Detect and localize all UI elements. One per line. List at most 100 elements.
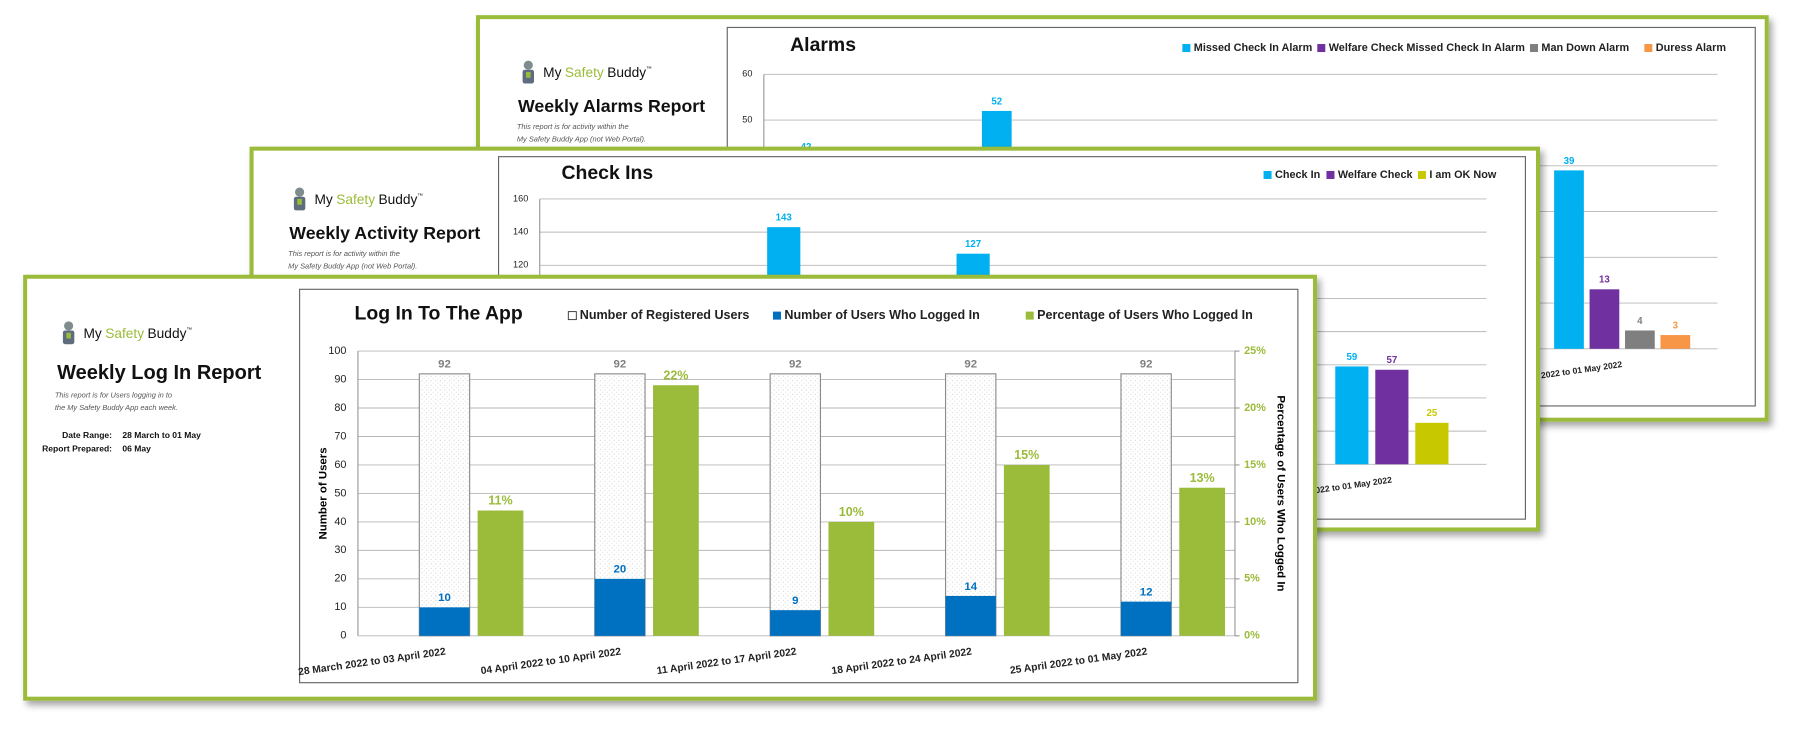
report-card: My Safety Buddy™ Weekly Log In Report This r… bbox=[23, 274, 1318, 701]
bar bbox=[418, 373, 471, 637]
brand-word: My bbox=[314, 192, 332, 207]
bar bbox=[1375, 369, 1409, 465]
y-tick-label: 70 bbox=[334, 430, 346, 442]
legend-label: Missed Check In Alarm bbox=[1194, 42, 1312, 54]
value-label: 52 bbox=[991, 96, 1002, 107]
bar bbox=[828, 521, 875, 636]
value-label: 25 bbox=[1426, 408, 1437, 419]
report-title: Weekly Activity Report bbox=[289, 223, 480, 243]
value-label: 92 bbox=[1140, 359, 1153, 371]
bar bbox=[769, 373, 822, 637]
value-label: 92 bbox=[438, 359, 451, 371]
y2-tick-label: 5% bbox=[1244, 573, 1260, 585]
bar bbox=[1335, 366, 1369, 465]
logo-head bbox=[295, 187, 305, 197]
value-label: 15% bbox=[1014, 448, 1039, 462]
logo-badge bbox=[297, 198, 302, 205]
report-note: the My Safety Buddy App each week. bbox=[55, 403, 178, 412]
y-tick-label: 20 bbox=[334, 573, 346, 585]
value-label: 13 bbox=[1599, 275, 1610, 286]
bar bbox=[1120, 601, 1172, 636]
bar bbox=[477, 510, 524, 636]
value-label: 59 bbox=[1346, 352, 1357, 363]
brand-word: Safety bbox=[105, 326, 144, 341]
y-tick-label: 50 bbox=[334, 487, 346, 499]
detail-value: 28 March to 01 May bbox=[122, 430, 201, 440]
brand-word: Buddy bbox=[607, 65, 646, 80]
bar bbox=[945, 595, 996, 636]
legend-swatch bbox=[1263, 170, 1272, 179]
legend-swatch bbox=[1417, 170, 1426, 179]
chart-title: Log In To The App bbox=[354, 303, 522, 325]
chart-title: Alarms bbox=[790, 34, 856, 56]
logo-head bbox=[64, 321, 74, 331]
legend-label: Duress Alarm bbox=[1656, 42, 1726, 54]
legend-swatch bbox=[773, 311, 782, 320]
brand-word: Buddy bbox=[379, 192, 418, 207]
legend-label: Welfare Check bbox=[1338, 169, 1414, 181]
report-note: My Safety Buddy App (not Web Portal). bbox=[288, 261, 417, 270]
legend-label: Number of Users Who Logged In bbox=[784, 308, 979, 322]
y-tick-label: 90 bbox=[334, 373, 346, 385]
chart-title: Check Ins bbox=[561, 162, 653, 184]
value-label: 92 bbox=[964, 359, 977, 371]
y-tick-label: 80 bbox=[334, 402, 346, 414]
report-note: My Safety Buddy App (not Web Portal). bbox=[517, 134, 646, 143]
legend-swatch bbox=[1317, 44, 1326, 53]
brand-word: My bbox=[83, 326, 101, 341]
bar bbox=[944, 373, 997, 637]
report-note: This report is for Users logging in to bbox=[55, 391, 172, 400]
y2-tick-label: 20% bbox=[1244, 402, 1266, 414]
value-label: 127 bbox=[965, 239, 981, 250]
logo-badge bbox=[526, 72, 531, 78]
value-label: 14 bbox=[964, 581, 977, 593]
brand-word: Safety bbox=[565, 65, 604, 80]
brand-word: My bbox=[543, 65, 561, 80]
report-title: Weekly Alarms Report bbox=[518, 96, 705, 116]
bar bbox=[1415, 422, 1449, 465]
value-label: 12 bbox=[1140, 586, 1153, 598]
brand: My Safety Buddy™ bbox=[543, 65, 652, 80]
legend-swatch bbox=[1326, 170, 1335, 179]
value-label: 4 bbox=[1637, 316, 1643, 327]
value-label: 20 bbox=[614, 564, 627, 576]
bar bbox=[1554, 170, 1584, 349]
y2-tick-label: 0% bbox=[1244, 630, 1260, 642]
value-label: 9 bbox=[792, 595, 798, 607]
legend-label: I am OK Now bbox=[1429, 169, 1497, 181]
value-label: 39 bbox=[1564, 156, 1575, 167]
y-tick-label: 140 bbox=[513, 227, 528, 237]
bar bbox=[1120, 373, 1172, 637]
value-label: 92 bbox=[789, 359, 802, 371]
brand-word: ™ bbox=[646, 66, 652, 72]
y-tick-label: 60 bbox=[334, 459, 346, 471]
bar bbox=[1660, 335, 1691, 349]
value-label: 143 bbox=[776, 213, 793, 224]
brand-word: Safety bbox=[336, 192, 375, 207]
y2-tick-label: 25% bbox=[1244, 345, 1266, 357]
legend-swatch bbox=[567, 311, 577, 321]
bar bbox=[1625, 330, 1655, 349]
legend-label: Number of Registered Users bbox=[580, 308, 750, 322]
report-note: This report is for activity within the bbox=[517, 122, 629, 131]
legend-label: Check In bbox=[1275, 169, 1320, 181]
y-tick-label: 60 bbox=[742, 69, 752, 79]
brand: My Safety Buddy™ bbox=[314, 192, 423, 207]
legend-label: Percentage of Users Who Logged In bbox=[1037, 308, 1253, 322]
legend-label: Welfare Check Missed Check In Alarm bbox=[1329, 42, 1525, 54]
y-axis-title: Number of Users bbox=[318, 447, 330, 539]
bar bbox=[419, 607, 470, 636]
value-label: 10 bbox=[438, 592, 451, 604]
y-tick-label: 0 bbox=[340, 630, 346, 642]
value-label: 3 bbox=[1673, 320, 1679, 331]
y-tick-label: 160 bbox=[513, 193, 528, 203]
bar bbox=[1003, 464, 1050, 636]
report-note: This report is for activity within the bbox=[288, 249, 400, 258]
brand-word: ™ bbox=[186, 327, 192, 333]
bar bbox=[1179, 487, 1226, 636]
report-title: Weekly Log In Report bbox=[57, 362, 261, 384]
y2-tick-label: 15% bbox=[1244, 459, 1266, 471]
legend-label: Man Down Alarm bbox=[1541, 42, 1629, 54]
